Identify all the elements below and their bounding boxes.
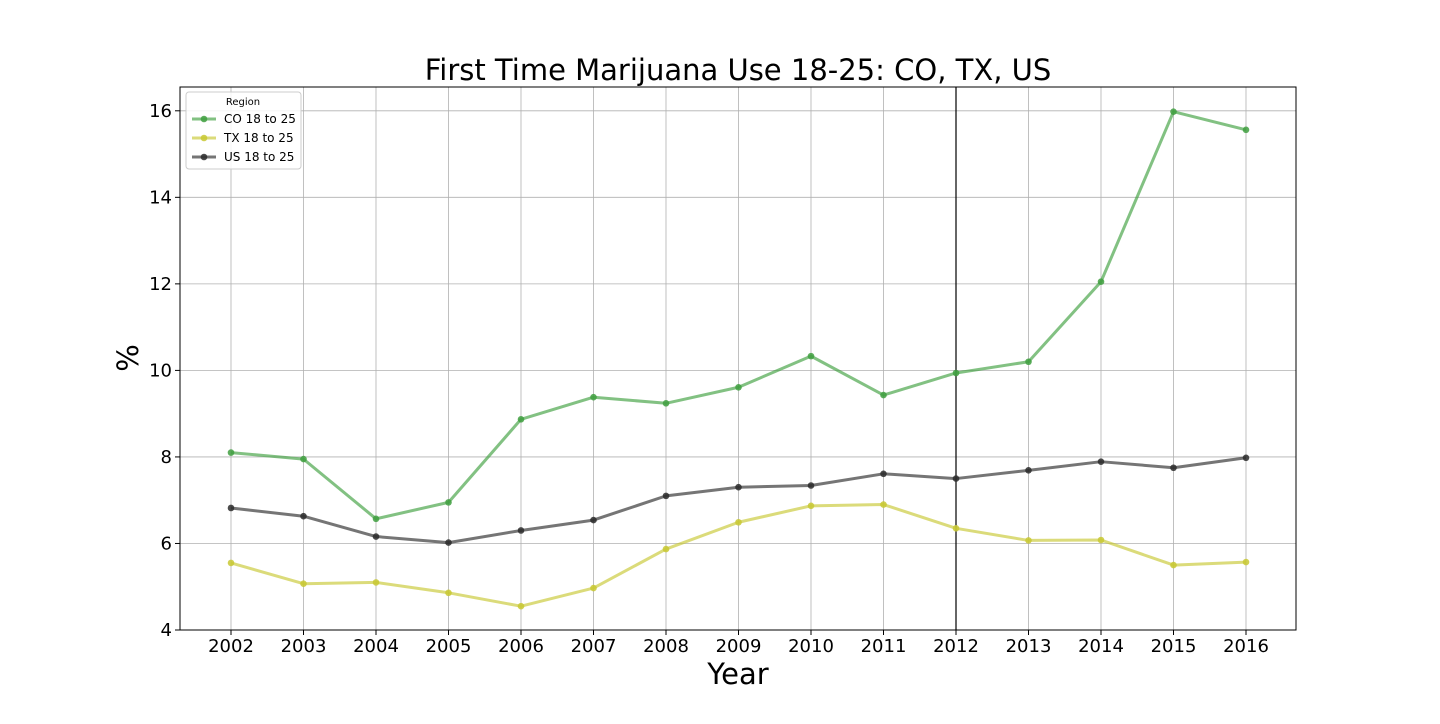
data-point xyxy=(590,393,597,401)
data-point xyxy=(445,539,452,546)
x-tick-label: 2003 xyxy=(281,636,327,657)
legend: Region CO 18 to 25 TX 18 to 25 US 18 to 25 xyxy=(185,91,302,170)
data-point xyxy=(880,391,887,399)
x-tick-label: 2004 xyxy=(353,636,399,657)
y-tick-label: 8 xyxy=(161,447,172,468)
series-2 xyxy=(227,454,1250,546)
data-point xyxy=(1097,458,1105,465)
data-point xyxy=(1025,467,1032,474)
y-tick-label: 14 xyxy=(149,187,172,208)
data-point xyxy=(372,579,380,586)
legend-title: Region xyxy=(226,97,260,108)
legend-item: US 18 to 25 xyxy=(192,150,294,164)
x-tick-label: 2013 xyxy=(1006,636,1052,657)
x-tick-label: 2014 xyxy=(1078,636,1124,657)
x-axis-ticks: 2002 2003 2004 2005 2006 2007 2008 2009 2010 2011… xyxy=(208,630,1269,657)
legend-label: CO 18 to 25 xyxy=(224,112,296,126)
data-point xyxy=(517,415,525,423)
y-tick-label: 10 xyxy=(149,360,172,381)
legend-swatch-marker xyxy=(200,115,208,123)
x-tick-label: 2012 xyxy=(933,636,979,657)
y-tick-label: 4 xyxy=(161,620,172,641)
legend-label: US 18 to 25 xyxy=(224,150,294,164)
y-axis-ticks: 4 6 8 10 12 14 16 xyxy=(149,101,180,641)
data-point xyxy=(1097,536,1105,544)
x-tick-label: 2002 xyxy=(208,636,254,657)
data-point xyxy=(517,602,525,610)
data-point xyxy=(300,512,307,520)
y-axis-label: % xyxy=(111,344,145,372)
legend-swatch-marker xyxy=(200,134,208,142)
legend-swatch-marker xyxy=(200,153,208,161)
data-point xyxy=(372,533,380,540)
data-point xyxy=(952,369,960,377)
x-tick-label: 2007 xyxy=(571,636,617,657)
x-tick-label: 2008 xyxy=(643,636,689,657)
x-tick-label: 2010 xyxy=(788,636,834,657)
legend-item: CO 18 to 25 xyxy=(192,112,296,126)
data-point xyxy=(1170,464,1177,472)
data-point xyxy=(372,515,380,523)
data-point xyxy=(952,475,960,482)
y-tick-label: 6 xyxy=(161,533,172,554)
data-point xyxy=(445,589,452,597)
data-point xyxy=(1242,454,1250,462)
y-tick-label: 12 xyxy=(149,274,172,295)
x-axis-label: Year xyxy=(706,657,768,691)
data-point xyxy=(590,516,597,524)
data-point xyxy=(445,499,452,506)
data-point xyxy=(880,501,887,508)
y-tick-label: 16 xyxy=(149,101,172,122)
series-group xyxy=(227,108,1250,610)
legend-item: TX 18 to 25 xyxy=(192,131,294,145)
x-tick-label: 2015 xyxy=(1151,636,1197,657)
data-point xyxy=(735,518,742,526)
data-point xyxy=(880,470,887,478)
data-point xyxy=(952,525,960,532)
series-1 xyxy=(227,501,1250,610)
data-point xyxy=(227,449,235,456)
x-tick-label: 2016 xyxy=(1223,636,1269,657)
legend-box xyxy=(185,91,302,170)
data-point xyxy=(1242,558,1250,566)
data-point xyxy=(1097,278,1105,286)
data-point xyxy=(1170,108,1177,115)
legend-label: TX 18 to 25 xyxy=(223,131,294,145)
data-point xyxy=(807,352,815,360)
data-point xyxy=(807,482,815,489)
data-point xyxy=(662,399,670,407)
series-0 xyxy=(227,108,1250,523)
data-point xyxy=(1170,561,1177,569)
chart-title: First Time Marijuana Use 18-25: CO, TX, … xyxy=(425,53,1052,87)
data-point xyxy=(1025,537,1032,544)
data-point xyxy=(517,527,525,534)
data-point xyxy=(735,383,742,391)
x-tick-label: 2009 xyxy=(716,636,762,657)
data-point xyxy=(227,504,235,512)
data-point xyxy=(735,483,742,491)
data-point xyxy=(300,580,307,588)
data-point xyxy=(662,492,670,500)
data-point xyxy=(1025,358,1032,366)
data-point xyxy=(1242,126,1250,134)
data-point xyxy=(227,559,235,567)
x-tick-label: 2006 xyxy=(498,636,544,657)
data-point xyxy=(662,545,670,553)
data-point xyxy=(590,584,597,592)
data-point xyxy=(807,502,815,510)
data-point xyxy=(300,455,307,463)
x-tick-label: 2005 xyxy=(426,636,472,657)
x-tick-label: 2011 xyxy=(861,636,907,657)
